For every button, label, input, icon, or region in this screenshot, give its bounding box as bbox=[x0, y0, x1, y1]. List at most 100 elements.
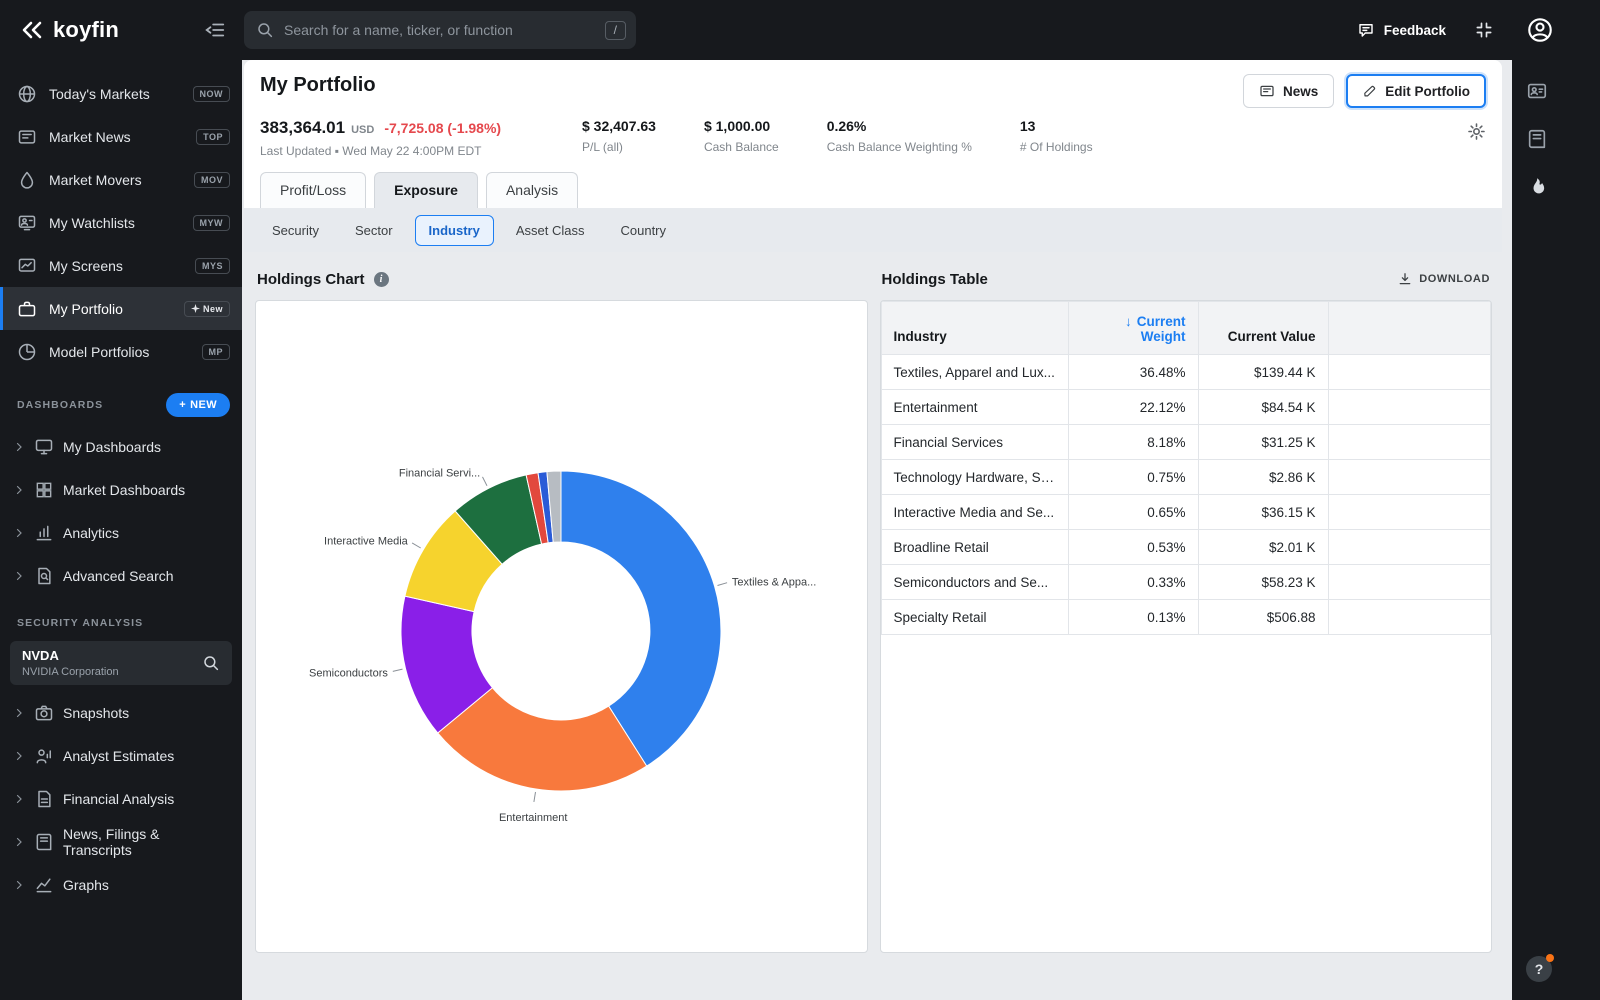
stat-cash-balance: $ 1,000.00 Cash Balance bbox=[704, 118, 779, 154]
stat-cash-balance-weighting: 0.26% Cash Balance Weighting % bbox=[827, 118, 972, 154]
sidebar-nav: Today's Markets NOW Market News TOP Mark… bbox=[0, 72, 242, 373]
chevron-right-icon bbox=[13, 707, 25, 719]
center-column: / Feedback My Portfolio bbox=[242, 0, 1512, 1000]
donut-callout-label: Interactive Media bbox=[324, 535, 409, 547]
sidebar-item-label: Today's Markets bbox=[49, 86, 150, 102]
koyfin-logo-icon bbox=[20, 18, 44, 42]
column-header-current-value[interactable]: Current Value bbox=[1198, 302, 1328, 355]
portfolio-change: -7,725.08 (-1.98%) bbox=[384, 120, 501, 136]
community-icon[interactable] bbox=[1526, 80, 1548, 102]
holdings-donut-chart[interactable]: Textiles & Appa...EntertainmentSemicondu… bbox=[261, 301, 861, 951]
briefcase-icon bbox=[17, 299, 37, 319]
tab-analysis[interactable]: Analysis bbox=[486, 172, 578, 208]
holdings-chart-title: Holdings Chart bbox=[257, 271, 365, 288]
screener-icon bbox=[17, 256, 37, 276]
donut-callout-label: Textiles & Appa... bbox=[732, 576, 816, 588]
monitor-icon bbox=[34, 437, 54, 457]
subtab-asset-class[interactable]: Asset Class bbox=[502, 215, 599, 246]
sidebar-item-label: Analyst Estimates bbox=[63, 748, 174, 764]
donut-callout-label: Semiconductors bbox=[309, 668, 388, 680]
page-title: My Portfolio bbox=[260, 74, 376, 97]
tab-exposure[interactable]: Exposure bbox=[374, 172, 478, 208]
portfolio-total: 383,364.01 USD -7,725.08 (-1.98%) Last U… bbox=[260, 118, 582, 158]
portfolio-header-card: My Portfolio News Edit Portfolio bbox=[244, 60, 1502, 208]
camera-icon bbox=[34, 703, 54, 723]
sidebar-item-label: Advanced Search bbox=[63, 568, 174, 584]
subtab-country[interactable]: Country bbox=[606, 215, 680, 246]
sidebar-item-news-filings-transcripts[interactable]: News, Filings & Transcripts bbox=[0, 820, 242, 863]
donut-label-leader bbox=[483, 477, 488, 486]
sidebar-header: koyfin bbox=[0, 0, 242, 60]
pie-chart-icon bbox=[17, 342, 37, 362]
sidebar-item-label: My Watchlists bbox=[49, 215, 135, 231]
table-row: Textiles, Apparel and Lux...36.48%$139.4… bbox=[881, 355, 1491, 390]
table-row: Interactive Media and Se...0.65%$36.15 K bbox=[881, 495, 1491, 530]
global-search[interactable]: / bbox=[244, 11, 636, 49]
koyfin-logo[interactable]: koyfin bbox=[20, 17, 119, 43]
subtab-security[interactable]: Security bbox=[258, 215, 333, 246]
flame-icon[interactable] bbox=[1526, 176, 1548, 198]
currency-label: USD bbox=[351, 124, 374, 136]
sidebar: koyfin Today's Markets NOW Market News T… bbox=[0, 0, 242, 1000]
watchlist-icon bbox=[17, 213, 37, 233]
help-icon[interactable]: ? bbox=[1526, 956, 1552, 982]
sidebar-item-graphs[interactable]: Graphs bbox=[0, 863, 242, 906]
analyst-icon bbox=[34, 746, 54, 766]
table-header-row: Industry ↓Current Weight Current Value bbox=[881, 302, 1491, 355]
grid-icon bbox=[34, 480, 54, 500]
sidebar-item-market-news[interactable]: Market News TOP bbox=[0, 115, 242, 158]
new-dashboard-button[interactable]: +NEW bbox=[166, 393, 230, 417]
sidebar-item-advanced-search[interactable]: Advanced Search bbox=[0, 554, 242, 597]
sidebar-collapse-button[interactable] bbox=[204, 19, 226, 41]
sidebar-item-label: Analytics bbox=[63, 525, 119, 541]
chevron-right-icon bbox=[13, 570, 25, 582]
journal-icon[interactable] bbox=[1526, 128, 1548, 150]
line-chart-icon bbox=[34, 875, 54, 895]
sidebar-item-model-portfolios[interactable]: Model Portfolios MP bbox=[0, 330, 242, 373]
compress-icon[interactable] bbox=[1474, 20, 1494, 40]
sidebar-item-label: Model Portfolios bbox=[49, 344, 149, 360]
donut-callout-label: Financial Servi... bbox=[399, 467, 480, 479]
sidebar-item-label: My Screens bbox=[49, 258, 123, 274]
table-row: Financial Services8.18%$31.25 K bbox=[881, 425, 1491, 460]
sidebar-item-my-dashboards[interactable]: My Dashboards bbox=[0, 425, 242, 468]
sidebar-item-my-screens[interactable]: My Screens MYS bbox=[0, 244, 242, 287]
sidebar-item-financial-analysis[interactable]: Financial Analysis bbox=[0, 777, 242, 820]
sidebar-item-label: News, Filings & Transcripts bbox=[63, 826, 230, 858]
sidebar-item-analytics[interactable]: Analytics bbox=[0, 511, 242, 554]
holdings-table-title: Holdings Table bbox=[882, 271, 988, 288]
feedback-button[interactable]: Feedback bbox=[1357, 21, 1446, 39]
sidebar-item-analyst-estimates[interactable]: Analyst Estimates bbox=[0, 734, 242, 777]
news-button[interactable]: News bbox=[1243, 74, 1334, 108]
sidebar-item-todays-markets[interactable]: Today's Markets NOW bbox=[0, 72, 242, 115]
column-header-current-weight[interactable]: ↓Current Weight bbox=[1068, 302, 1198, 355]
search-input[interactable] bbox=[284, 22, 595, 38]
sidebar-item-market-movers[interactable]: Market Movers MOV bbox=[0, 158, 242, 201]
subtab-industry[interactable]: Industry bbox=[415, 215, 494, 246]
search-icon bbox=[202, 654, 220, 672]
sidebar-item-snapshots[interactable]: Snapshots bbox=[0, 691, 242, 734]
sidebar-item-market-dashboards[interactable]: Market Dashboards bbox=[0, 468, 242, 511]
sidebar-item-label: Graphs bbox=[63, 877, 109, 893]
account-avatar[interactable] bbox=[1526, 16, 1554, 44]
document-icon bbox=[34, 789, 54, 809]
chevron-right-icon bbox=[13, 527, 25, 539]
portfolio-stats-row: 383,364.01 USD -7,725.08 (-1.98%) Last U… bbox=[260, 118, 1486, 158]
column-header-industry[interactable]: Industry bbox=[881, 302, 1068, 355]
subtab-sector[interactable]: Sector bbox=[341, 215, 407, 246]
table-row: Specialty Retail0.13%$506.88 bbox=[881, 600, 1491, 635]
settings-gear-icon[interactable] bbox=[1467, 122, 1486, 141]
feedback-bubble-icon bbox=[1357, 21, 1375, 39]
download-button[interactable]: DOWNLOAD bbox=[1398, 272, 1490, 286]
ticker-search-box[interactable]: NVDA NVIDIA Corporation bbox=[10, 641, 232, 685]
chevron-right-icon bbox=[13, 879, 25, 891]
pencil-icon bbox=[1362, 84, 1377, 99]
edit-portfolio-button[interactable]: Edit Portfolio bbox=[1346, 74, 1486, 108]
sidebar-item-my-watchlists[interactable]: My Watchlists MYW bbox=[0, 201, 242, 244]
panels: Holdings Chart i Textiles & Appa...Enter… bbox=[244, 252, 1502, 1000]
tab-profit-loss[interactable]: Profit/Loss bbox=[260, 172, 366, 208]
sidebar-item-label: Financial Analysis bbox=[63, 791, 174, 807]
sidebar-item-label: My Dashboards bbox=[63, 439, 161, 455]
info-icon[interactable]: i bbox=[374, 272, 389, 287]
sidebar-item-my-portfolio[interactable]: My Portfolio New bbox=[0, 287, 242, 330]
